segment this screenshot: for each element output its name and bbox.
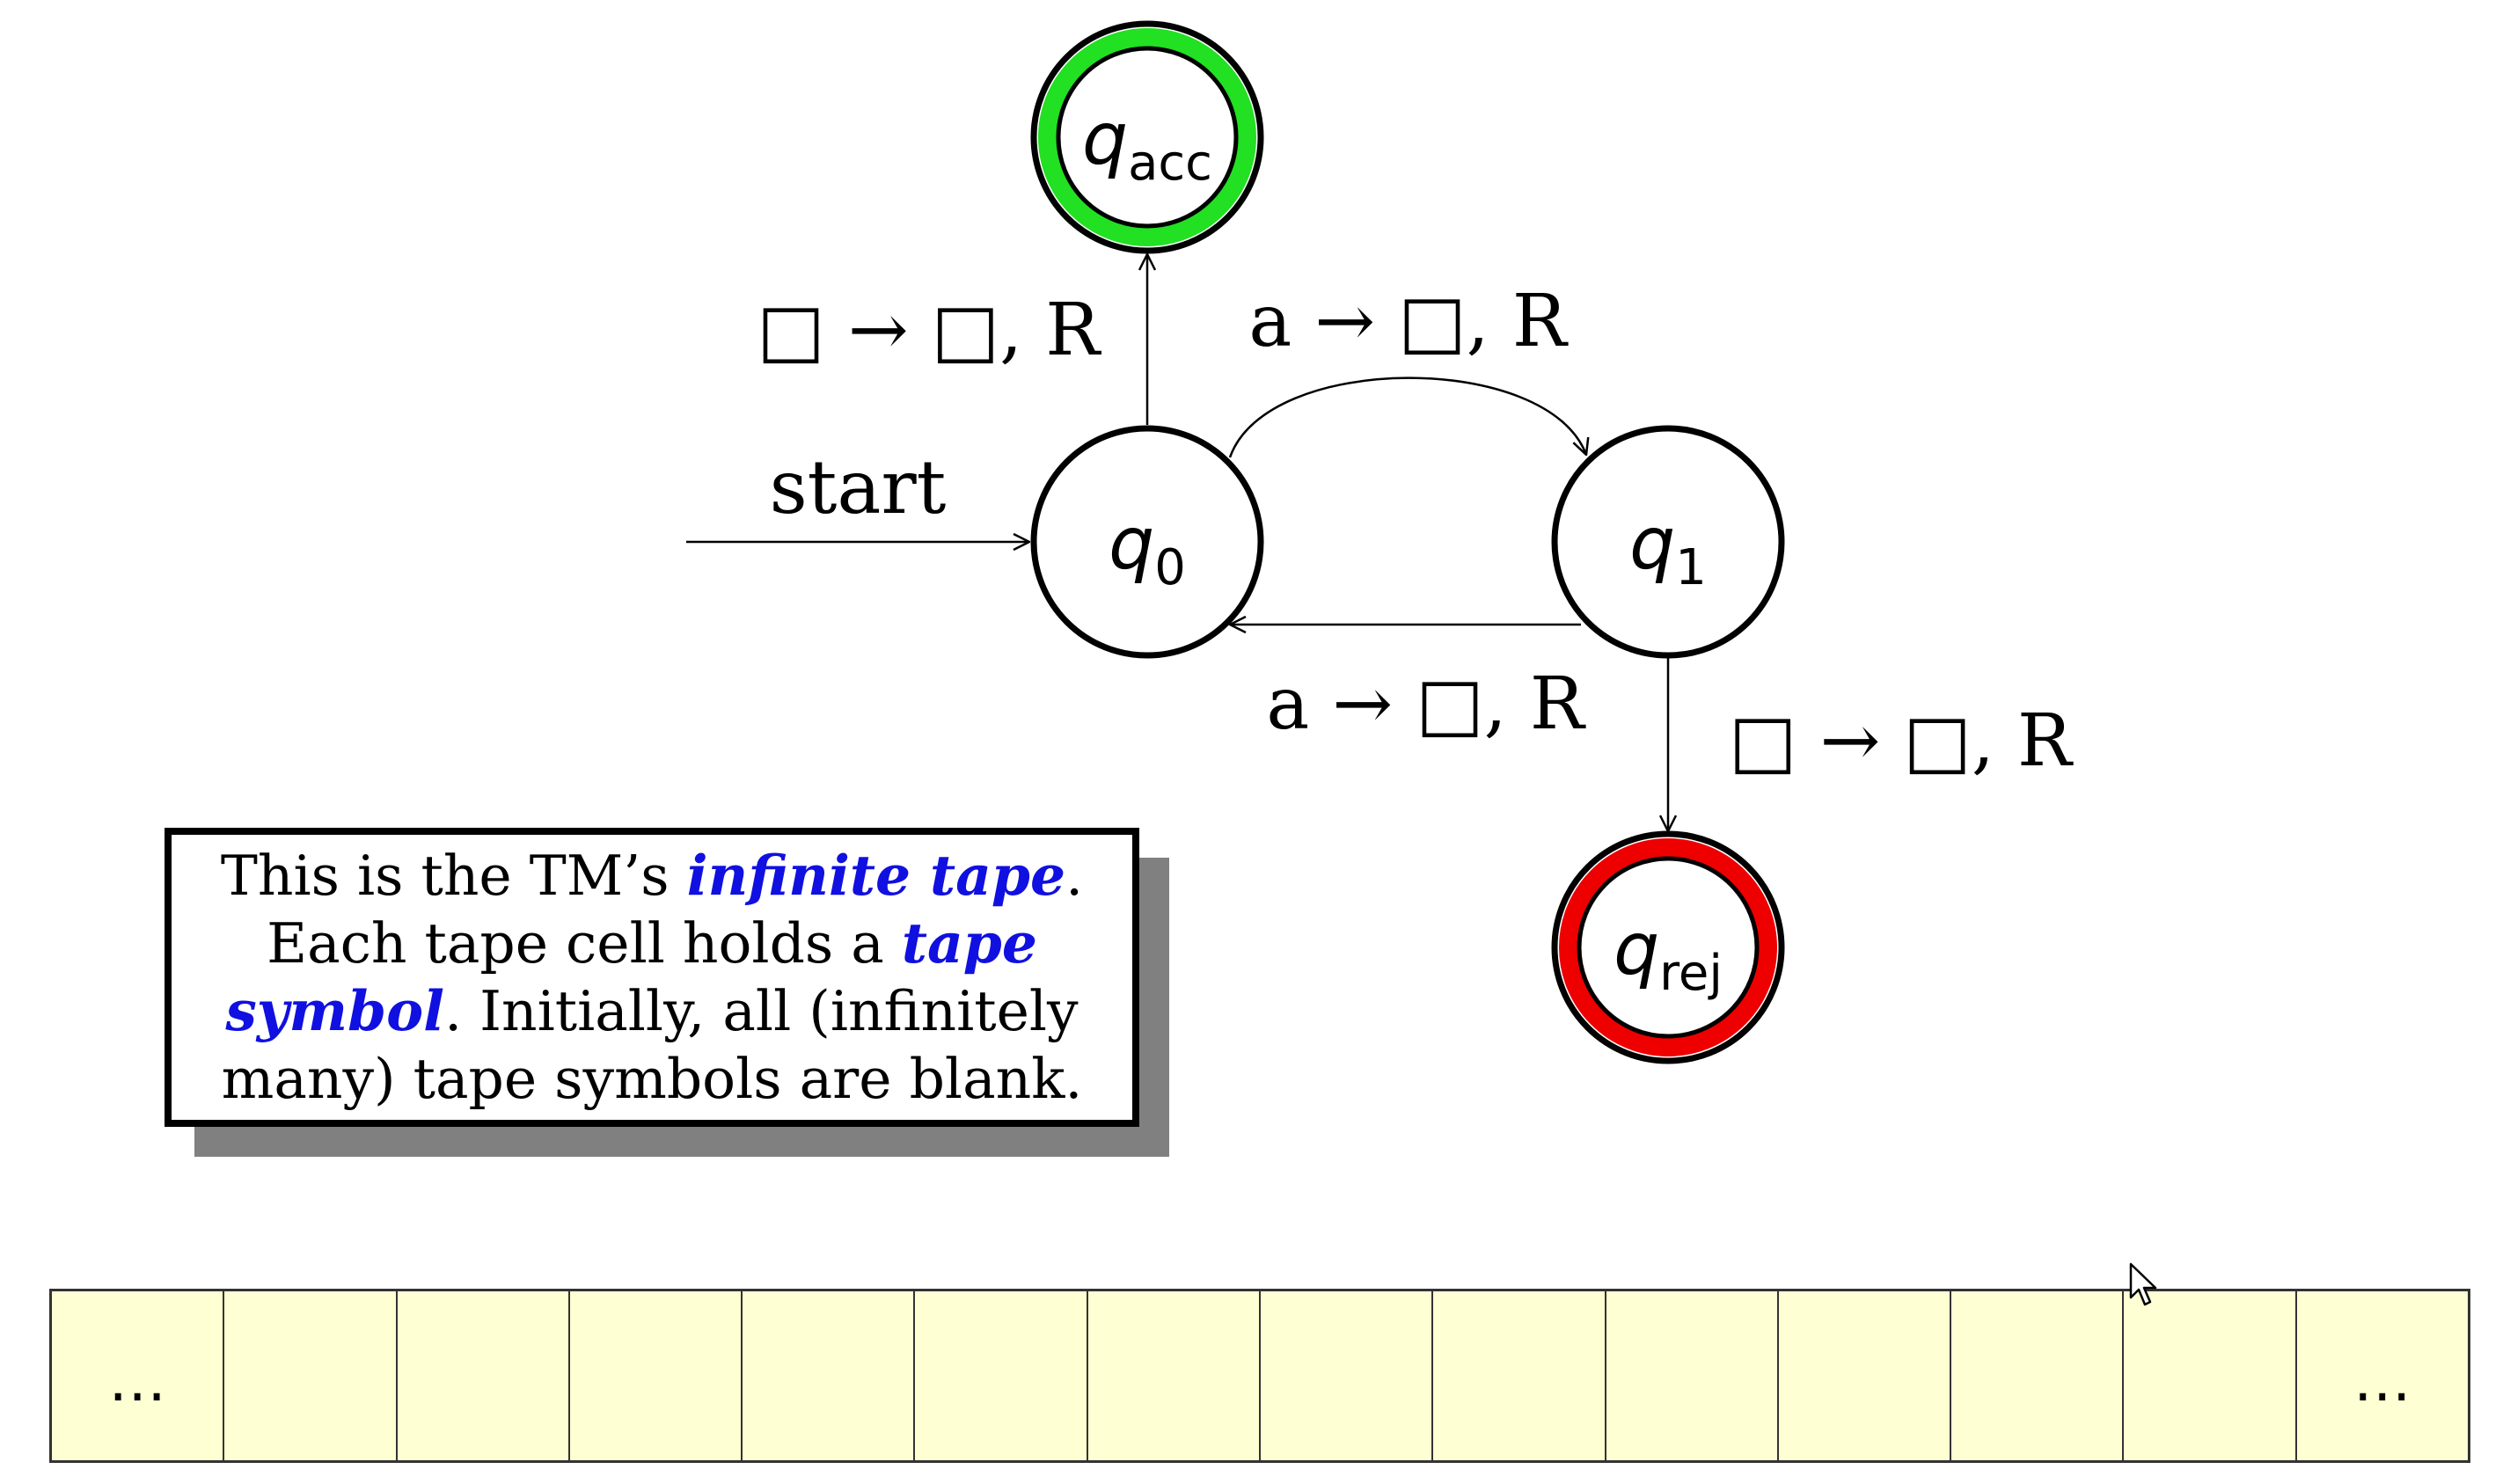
state-label-q-rej: qrej <box>1614 908 1723 1002</box>
callout-text-2: . Each tape cell holds a <box>267 844 1084 976</box>
tape-cell <box>1779 1291 1952 1460</box>
state-label-q-1: q1 <box>1629 502 1707 596</box>
callout-text-1: This is the TM’s <box>220 844 687 908</box>
tape-cell <box>1261 1291 1434 1460</box>
transition-label-q0-qacc: □ → □, R <box>757 289 1101 372</box>
tape-cell <box>570 1291 743 1460</box>
state-q-acc: qacc <box>1030 20 1264 254</box>
tape-cell <box>2124 1291 2297 1460</box>
tape-cell <box>1088 1291 1261 1460</box>
callout-emphasis-tape-symbol: tape symbol <box>225 910 1037 1043</box>
reject-ring-fill <box>1559 838 1777 1056</box>
edge-q0-q1 <box>1228 376 1586 458</box>
tape-callout-box: This is the TM’s infinite tape. Each tap… <box>165 828 1139 1127</box>
tape-cell: … <box>52 1291 225 1460</box>
tape-cell: … <box>2353 1346 2411 1415</box>
tm-tape: …… <box>49 1289 2470 1463</box>
state-q-rej: qrej <box>1551 830 1785 1064</box>
state-label-q-acc: qacc <box>1082 98 1212 192</box>
tape-cell <box>1951 1291 2125 1460</box>
transition-label-q0-q1: a → □, R <box>1248 280 1568 363</box>
accept-ring-fill <box>1038 28 1256 246</box>
tape-cell <box>398 1291 570 1460</box>
tape-cell <box>1606 1291 1779 1460</box>
tape-cell <box>224 1291 398 1460</box>
start-label: start <box>770 444 947 530</box>
state-q-1: q1 <box>1551 425 1785 659</box>
start-arrow: start <box>686 444 1029 542</box>
tape-callout-text: This is the TM’s infinite tape. Each tap… <box>194 842 1109 1113</box>
state-label-q-0: q0 <box>1109 502 1186 596</box>
tape-cell <box>915 1291 1088 1460</box>
callout-text-3: . Initially, all (infinitely many) tape … <box>221 979 1083 1111</box>
callout-emphasis-infinite-tape: infinite tape <box>686 843 1066 908</box>
transition-label-q1-qrej: □ → □, R <box>1729 699 2074 783</box>
transition-label-q1-q0: a → □, R <box>1266 662 1585 746</box>
tape-cell <box>743 1291 916 1460</box>
state-q-0: q0 <box>1030 425 1264 659</box>
arrow-cursor-icon <box>2129 1262 2157 1306</box>
tape-cell <box>1433 1291 1606 1460</box>
